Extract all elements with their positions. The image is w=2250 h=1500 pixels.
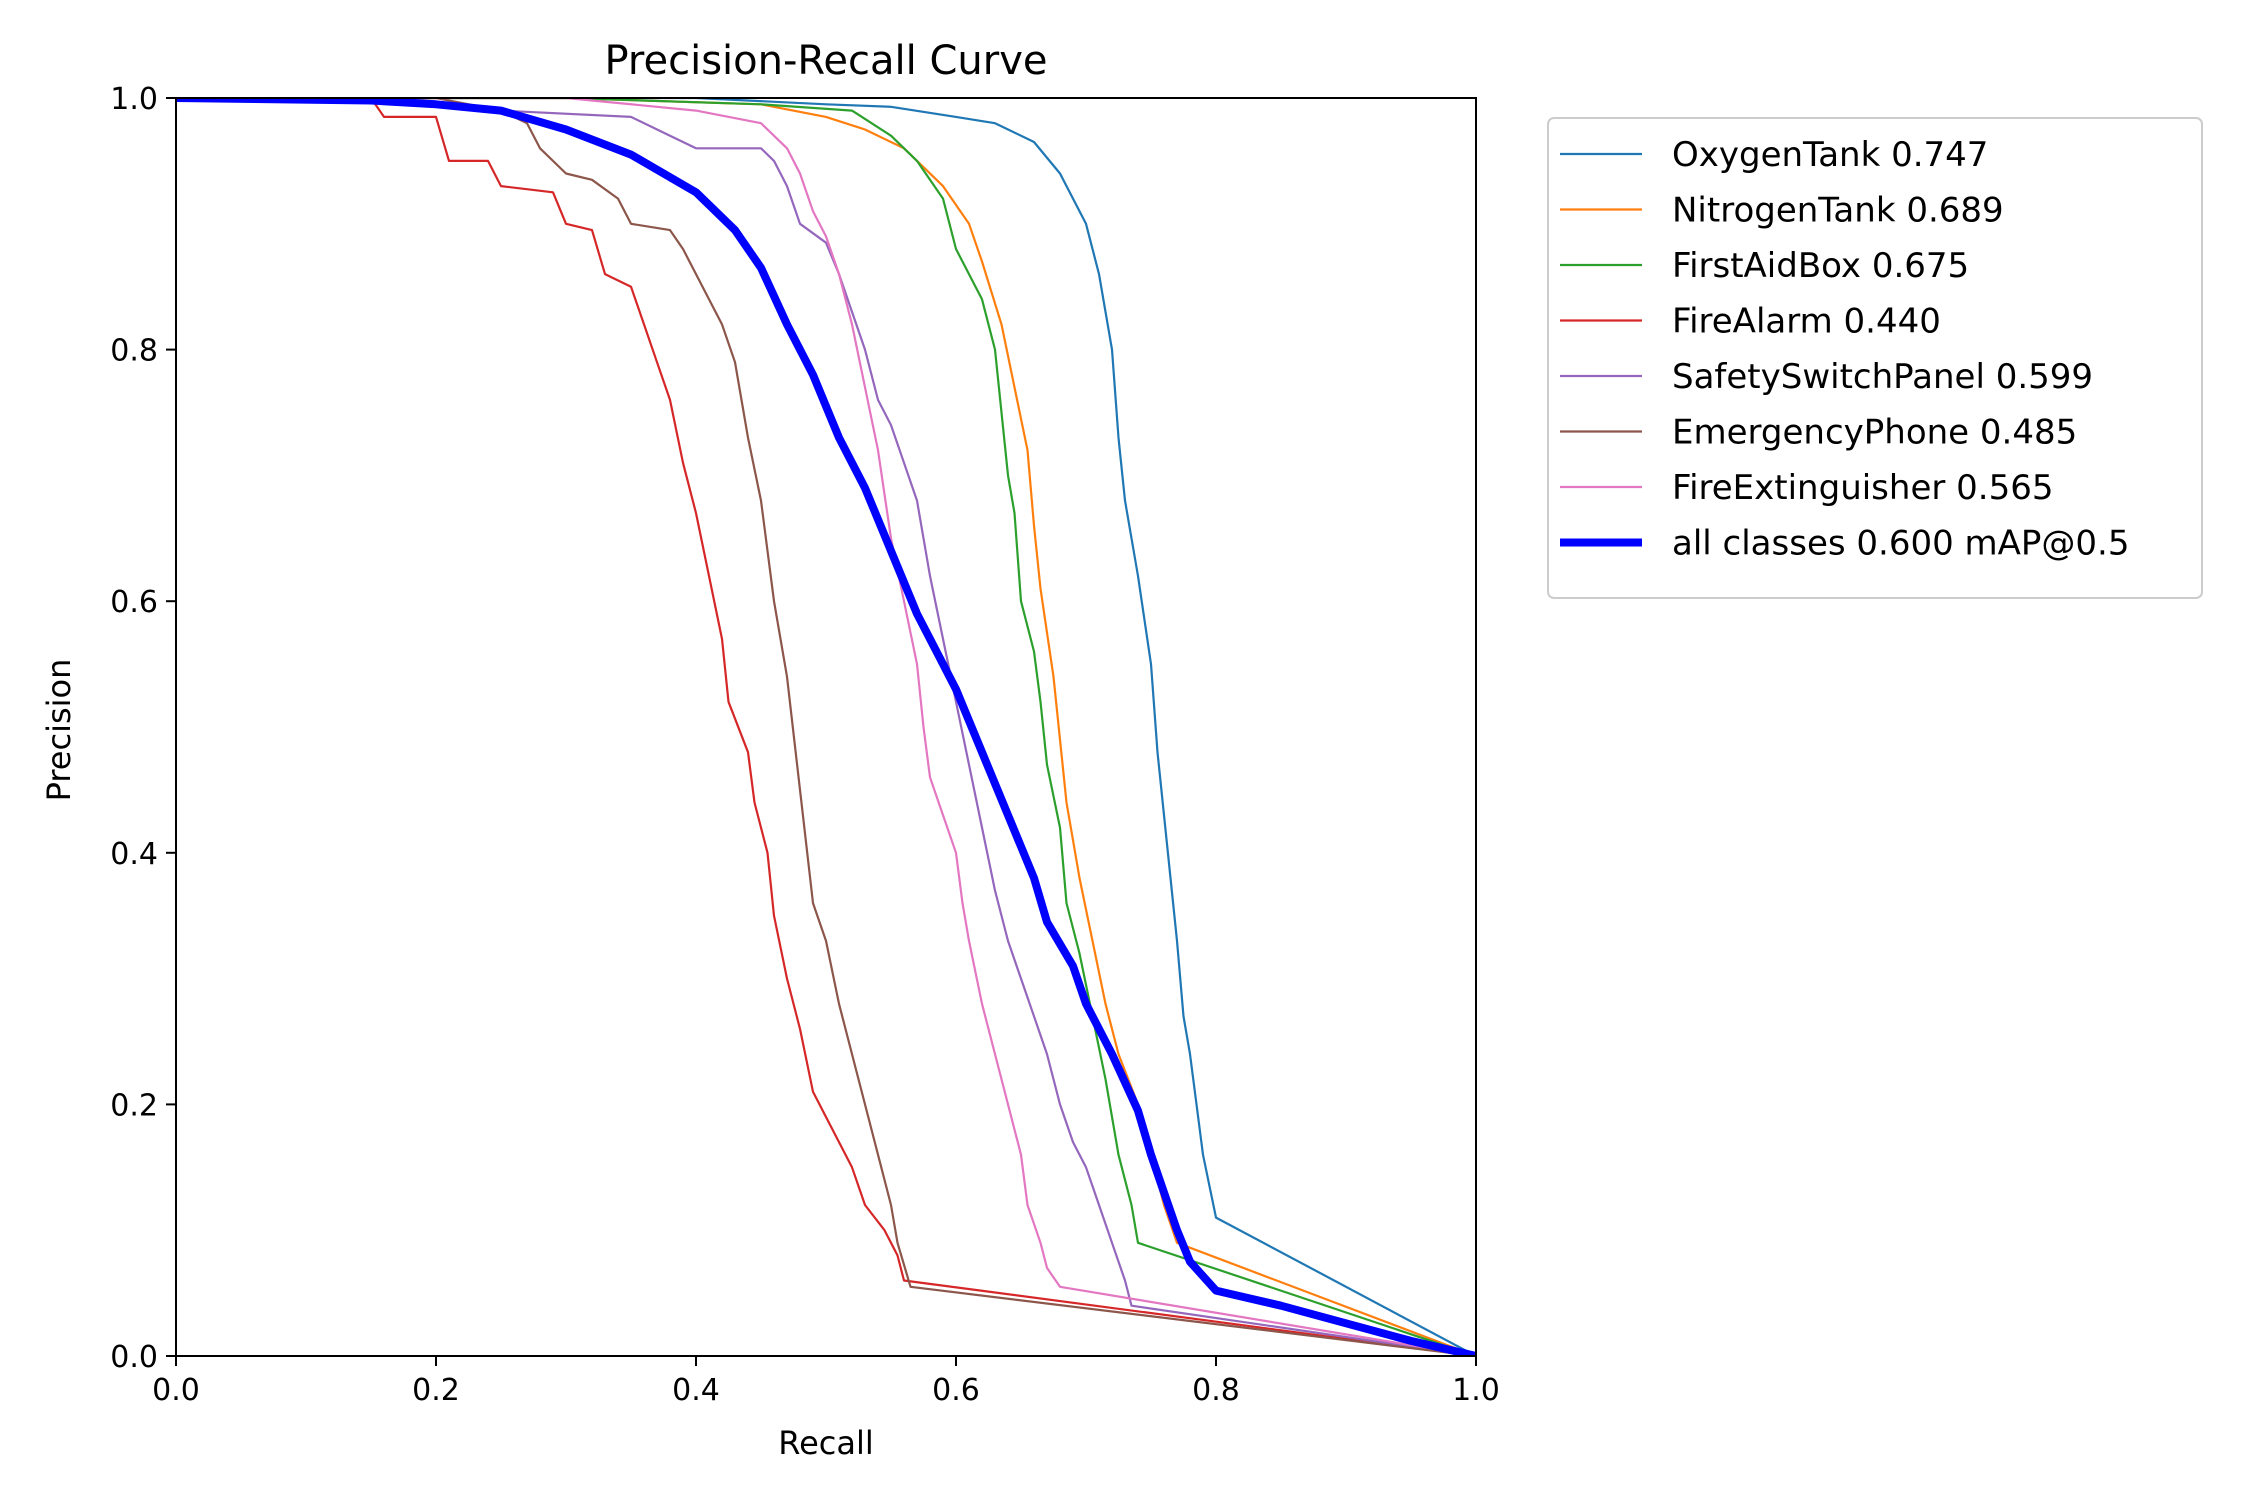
legend-frame <box>1547 117 2203 599</box>
plot-frame <box>175 97 1477 1357</box>
x-tick-label: 0.8 <box>1192 1373 1240 1408</box>
y-tick-label: 0.4 <box>110 837 158 872</box>
y-tick-label: 0.8 <box>110 334 158 369</box>
legend-entry: FireExtinguisher 0.565 <box>1672 468 2054 508</box>
legend-entry: all classes 0.600 mAP@0.5 <box>1672 524 2129 564</box>
x-axis-title: Recall <box>778 1424 873 1462</box>
x-tick-label: 0.0 <box>152 1373 200 1408</box>
series-line-safetyswitchpanel <box>176 98 1476 1356</box>
x-tick-label: 0.4 <box>672 1373 720 1408</box>
x-tick-label: 0.6 <box>932 1373 980 1408</box>
plot-area <box>176 98 1476 1356</box>
series-line-firstaidbox <box>176 98 1476 1356</box>
series-line-oxygentank <box>176 98 1476 1356</box>
y-tick-label: 0.2 <box>110 1088 158 1123</box>
y-tick-label: 1.0 <box>110 82 158 117</box>
legend-entry: FirstAidBox 0.675 <box>1672 246 1969 286</box>
series-line-emergencyphone <box>176 98 1476 1356</box>
x-tick-label: 1.0 <box>1452 1373 1500 1408</box>
legend: OxygenTank 0.747 NitrogenTank 0.689 FirstA… <box>1547 117 2203 599</box>
x-tick-label: 0.2 <box>412 1373 460 1408</box>
legend-entry: OxygenTank 0.747 <box>1672 135 1988 175</box>
y-tick-label: 0.0 <box>110 1340 158 1375</box>
y-axis-title: Precision <box>40 659 78 802</box>
legend-entry: NitrogenTank 0.689 <box>1672 191 2004 231</box>
series-line-fireextinguisher <box>176 98 1476 1356</box>
legend-entry: SafetySwitchPanel 0.599 <box>1672 357 2093 397</box>
legend-entry: FireAlarm 0.440 <box>1672 302 1941 342</box>
chart-title: Precision-Recall Curve <box>605 38 1048 84</box>
series-line-all <box>176 98 1476 1356</box>
series-line-firealarm <box>176 98 1476 1356</box>
legend-entry: EmergencyPhone 0.485 <box>1672 413 2077 453</box>
y-tick-label: 0.6 <box>110 585 158 620</box>
